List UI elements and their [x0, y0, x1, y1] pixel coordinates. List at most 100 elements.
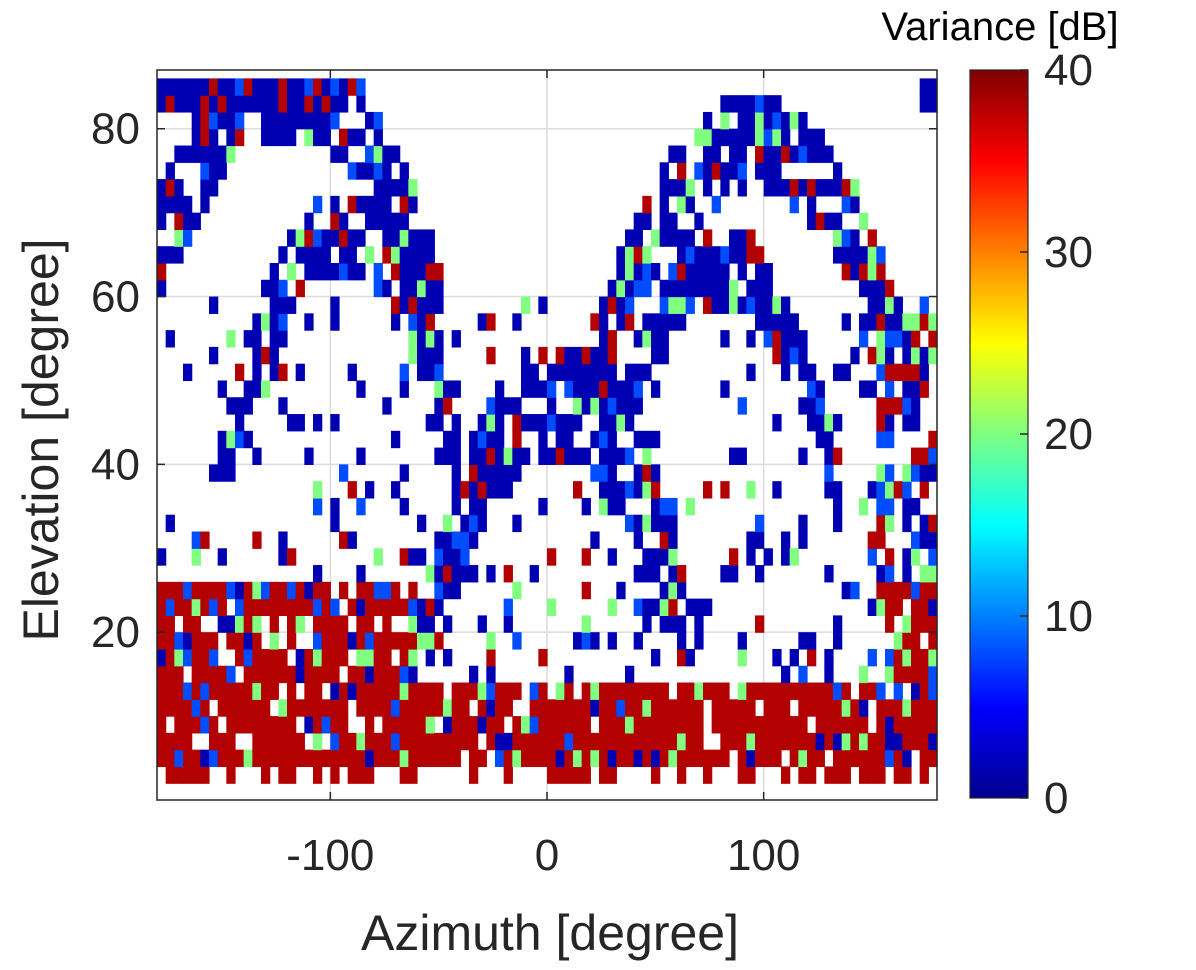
heatmap-cell: [165, 648, 175, 667]
heatmap-cell: [642, 447, 652, 465]
heatmap-cell: [521, 447, 531, 465]
heatmap-cell: [911, 330, 921, 348]
heatmap-cell: [347, 598, 357, 617]
heatmap-cell: [902, 665, 912, 684]
heatmap-cell: [408, 330, 418, 348]
heatmap-cell: [261, 716, 271, 734]
heatmap-cell: [642, 481, 652, 499]
heatmap-cell: [911, 598, 921, 617]
heatmap-cell: [451, 531, 461, 549]
heatmap-cell: [408, 665, 418, 684]
heatmap-cell: [581, 380, 591, 398]
heatmap-cell: [347, 78, 357, 96]
heatmap-cell: [599, 330, 609, 348]
heatmap-cell: [911, 548, 921, 566]
heatmap-cell: [755, 313, 765, 331]
heatmap-cell: [876, 262, 886, 281]
heatmap-cell: [781, 296, 791, 314]
heatmap-cell: [737, 699, 747, 717]
heatmap-cell: [391, 581, 401, 600]
heatmap-cell: [495, 447, 505, 465]
heatmap-cell: [521, 296, 531, 314]
heatmap-cell: [330, 598, 340, 617]
heatmap-cell: [417, 732, 427, 751]
heatmap-cell: [226, 615, 236, 633]
heatmap-cell: [408, 632, 418, 650]
heatmap-cell: [573, 397, 583, 415]
heatmap-cell: [694, 212, 704, 231]
heatmap-cell: [174, 632, 184, 650]
heatmap-cell: [477, 682, 487, 700]
heatmap-cell: [876, 414, 886, 432]
heatmap-cell: [252, 330, 262, 348]
heatmap-cell: [226, 699, 236, 717]
heatmap-cell: [599, 716, 609, 734]
heatmap-cell: [789, 346, 799, 365]
heatmap-cell: [226, 111, 236, 130]
heatmap-cell: [200, 665, 210, 684]
heatmap-cell: [217, 78, 227, 96]
heatmap-cell: [183, 682, 193, 700]
heatmap-cell: [408, 615, 418, 633]
heatmap-cell: [399, 497, 409, 516]
heatmap-cell: [495, 464, 505, 482]
heatmap-cell: [347, 766, 357, 784]
heatmap-cell: [538, 447, 548, 465]
heatmap-cell: [633, 262, 643, 281]
heatmap-cell: [677, 229, 687, 247]
heatmap-cell: [919, 699, 929, 717]
heatmap-cell: [755, 531, 765, 549]
heatmap-cell: [365, 212, 375, 231]
heatmap-cell: [157, 665, 167, 684]
heatmap-cell: [304, 749, 314, 768]
heatmap-cell: [226, 682, 236, 700]
heatmap-cell: [399, 380, 409, 398]
heatmap-cell: [269, 716, 279, 734]
heatmap-cell: [356, 749, 366, 768]
heatmap-cell: [269, 296, 279, 314]
heatmap-cell: [581, 447, 591, 465]
heatmap-cell: [425, 749, 435, 768]
heatmap-cell: [451, 716, 461, 734]
heatmap-cell: [373, 279, 383, 298]
heatmap-cell: [373, 262, 383, 281]
heatmap-cell: [425, 732, 435, 751]
heatmap-cell: [321, 716, 331, 734]
heatmap-cell: [304, 128, 314, 147]
heatmap-cell: [157, 615, 167, 633]
heatmap-cell: [616, 246, 626, 264]
heatmap-cell: [737, 447, 747, 465]
heatmap-cell: [928, 346, 938, 365]
heatmap-cell: [365, 716, 375, 734]
heatmap-cell: [859, 246, 869, 264]
heatmap-cell: [798, 346, 808, 365]
heatmap-cell: [893, 397, 903, 415]
heatmap-cell: [841, 313, 851, 331]
heatmap-cell: [252, 95, 262, 113]
heatmap-cell: [763, 548, 773, 566]
heatmap-cell: [165, 665, 175, 684]
heatmap-cell: [841, 581, 851, 600]
heatmap-cell: [755, 716, 765, 734]
heatmap-cell: [330, 212, 340, 231]
heatmap-cell: [919, 565, 929, 583]
heatmap-cell: [659, 732, 669, 751]
heatmap-cell: [200, 145, 210, 163]
heatmap-cell: [911, 648, 921, 667]
heatmap-cell: [443, 581, 453, 600]
heatmap-cell: [486, 313, 496, 331]
heatmap-cell: [815, 128, 825, 147]
heatmap-cell: [885, 397, 895, 415]
heatmap-cell: [529, 716, 539, 734]
heatmap-cell: [781, 682, 791, 700]
heatmap-cell: [581, 363, 591, 382]
heatmap-cell: [495, 682, 505, 700]
heatmap-cell: [919, 514, 929, 533]
heatmap-cell: [356, 162, 366, 180]
heatmap-cell: [885, 548, 895, 566]
heatmap-cell: [425, 414, 435, 432]
heatmap-cell: [339, 615, 349, 633]
heatmap-cell: [902, 330, 912, 348]
heatmap-cell: [365, 598, 375, 617]
